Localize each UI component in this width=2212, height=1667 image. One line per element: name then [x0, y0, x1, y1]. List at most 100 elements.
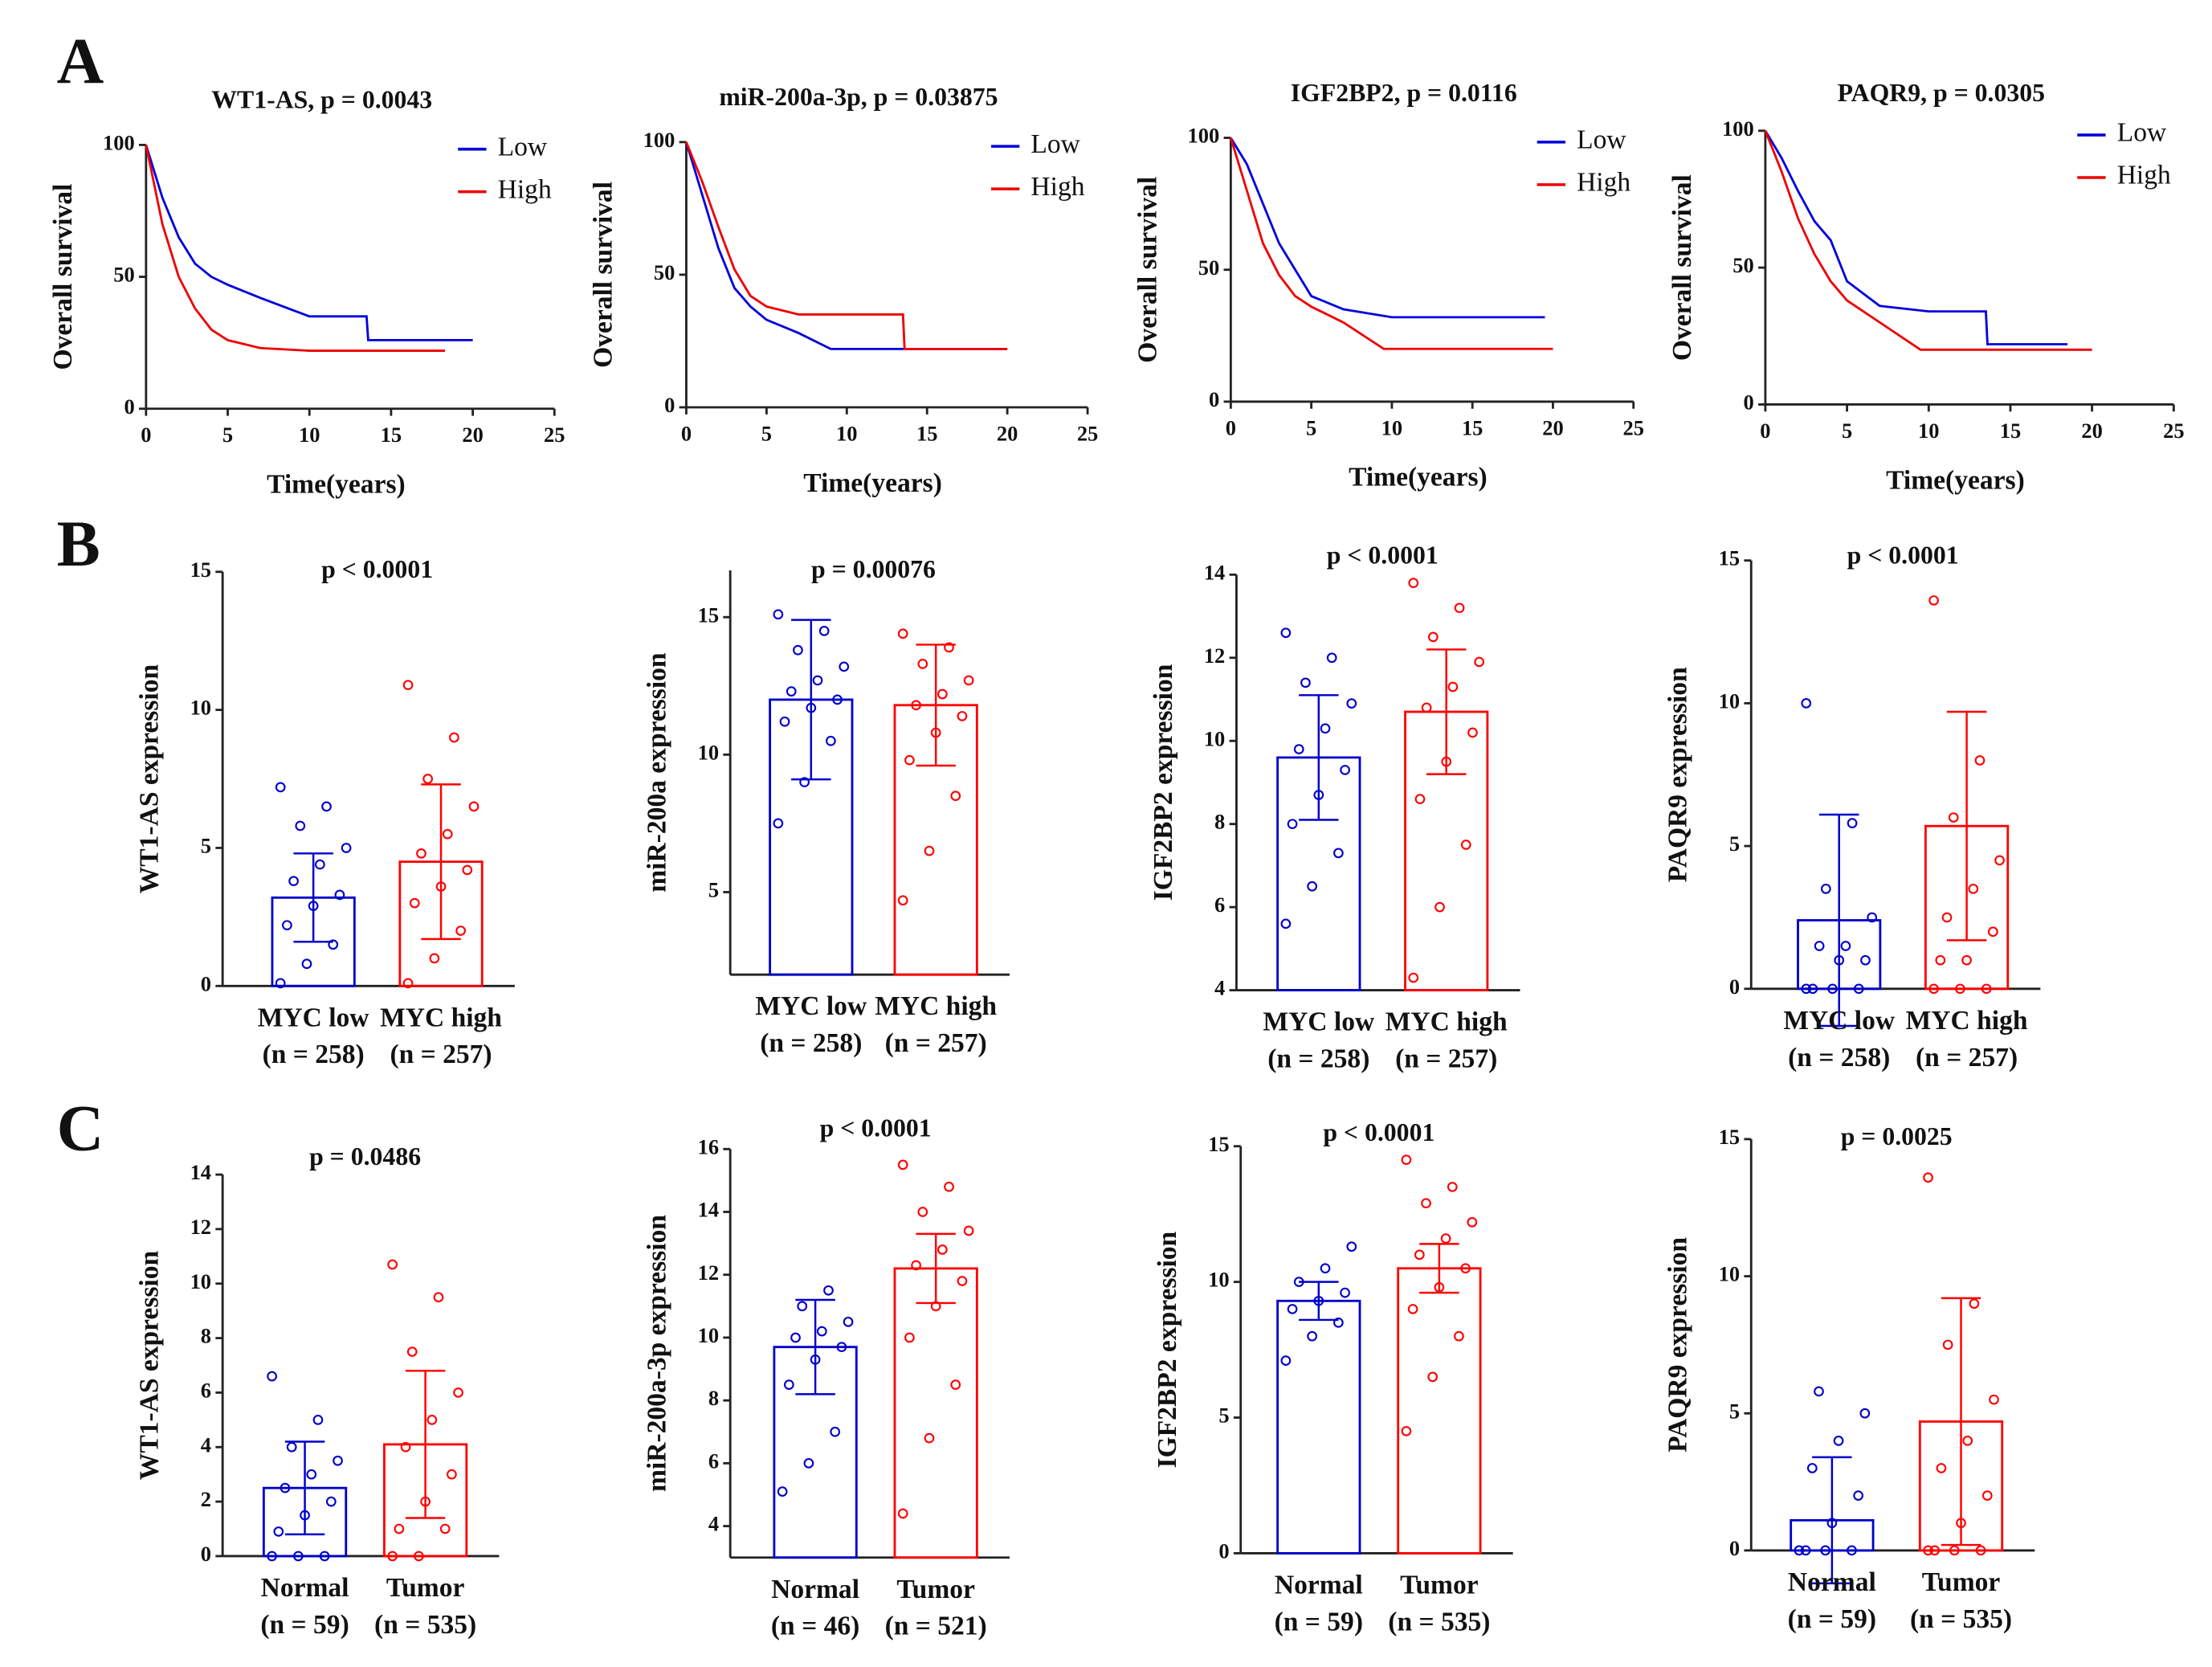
- data-point: [937, 688, 948, 700]
- y-tick-label: 12: [1204, 644, 1225, 668]
- data-point: [1454, 603, 1465, 614]
- data-point: [334, 889, 345, 901]
- data-point: [267, 1371, 277, 1382]
- category-count: (n = 257): [1395, 1044, 1497, 1074]
- data-point: [273, 1526, 284, 1537]
- y-axis-label: Overall survival: [1667, 174, 1697, 361]
- data-point: [1859, 1408, 1871, 1419]
- data-point: [1307, 1330, 1317, 1342]
- x-tick-label: 25: [1077, 421, 1098, 445]
- legend-label: Low: [1577, 125, 1626, 155]
- data-point: [325, 1496, 337, 1507]
- data-point: [1340, 1287, 1350, 1298]
- y-tick-label: 0: [1729, 974, 1740, 999]
- data-point: [799, 777, 810, 787]
- data-point: [1467, 727, 1478, 738]
- x-tick-label: 20: [462, 423, 483, 447]
- y-tick-label: 5: [1729, 831, 1740, 856]
- data-point: [1454, 1330, 1464, 1342]
- panel-label: B: [57, 508, 100, 580]
- data-point: [1935, 954, 1946, 966]
- data-point: [1460, 1263, 1471, 1274]
- data-point: [1941, 912, 1953, 923]
- data-point: [286, 1441, 297, 1452]
- y-tick-label: 15: [1208, 1132, 1229, 1156]
- category-count: (n = 535): [1910, 1604, 2012, 1634]
- data-point: [314, 859, 325, 870]
- x-tick-label: 20: [1542, 415, 1563, 439]
- y-tick-label: 14: [1204, 560, 1225, 584]
- data-point: [843, 1317, 854, 1327]
- data-point: [1293, 744, 1304, 754]
- data-point: [816, 1326, 827, 1337]
- data-point: [280, 1482, 291, 1493]
- data-point: [1968, 884, 1979, 894]
- data-point: [1962, 1436, 1973, 1446]
- data-point: [1955, 983, 1965, 995]
- data-point: [1467, 1216, 1478, 1228]
- y-tick-label: 15: [1719, 1125, 1740, 1149]
- data-point: [1340, 765, 1350, 775]
- x-tick-label: 10: [299, 423, 320, 447]
- x-tick-label: MYC low: [258, 1003, 370, 1032]
- y-tick-label: 14: [190, 1160, 211, 1184]
- y-tick-label: 4: [1214, 976, 1225, 1000]
- y-tick-label: 0: [124, 394, 134, 419]
- data-point: [839, 661, 850, 672]
- y-tick-label: 6: [201, 1379, 211, 1403]
- data-point: [1867, 912, 1878, 923]
- category-count: (n = 59): [1788, 1604, 1876, 1634]
- data-point: [275, 978, 286, 989]
- bar: [1397, 1267, 1482, 1555]
- data-point: [826, 735, 836, 746]
- y-axis-label: Overall survival: [1133, 177, 1162, 363]
- data-point: [1981, 983, 1992, 995]
- data-point: [786, 686, 797, 697]
- data-point: [406, 1346, 418, 1357]
- data-point: [957, 711, 968, 721]
- y-axis-label: miR-200a-3p expression: [643, 1215, 672, 1492]
- data-point: [944, 1181, 954, 1192]
- data-point: [449, 732, 459, 743]
- data-point: [455, 925, 466, 936]
- data-point: [1280, 627, 1292, 639]
- x-tick-label: Tumor: [386, 1573, 465, 1603]
- data-point: [426, 1415, 438, 1425]
- chart-title: p < 0.0001: [1327, 541, 1439, 569]
- data-point: [414, 1551, 424, 1562]
- y-tick-label: 2: [201, 1487, 211, 1511]
- data-point: [1346, 698, 1357, 709]
- data-point: [1800, 1545, 1811, 1556]
- data-point: [1427, 631, 1439, 643]
- legend-label: High: [1577, 168, 1630, 198]
- y-tick-label: 6: [1214, 893, 1225, 917]
- data-point: [1807, 983, 1818, 995]
- x-tick-label: 15: [2000, 419, 2021, 443]
- data-point: [832, 694, 843, 705]
- y-tick-label: 12: [698, 1260, 719, 1285]
- data-point: [1961, 954, 1972, 966]
- data-point: [1814, 1386, 1824, 1397]
- data-point: [1989, 1394, 1999, 1405]
- x-tick-label: Tumor: [1922, 1567, 2001, 1597]
- data-point: [1794, 1545, 1805, 1556]
- data-point: [442, 828, 453, 840]
- category-count: (n = 59): [1275, 1607, 1363, 1636]
- x-tick-label: 10: [1381, 415, 1402, 439]
- x-tick-label: 15: [916, 421, 937, 445]
- data-point: [433, 1292, 444, 1303]
- category-count: (n = 258): [1267, 1044, 1369, 1074]
- data-point: [790, 1332, 801, 1343]
- data-point: [1447, 1182, 1458, 1192]
- y-tick-label: 100: [103, 130, 135, 154]
- data-point: [924, 1432, 935, 1444]
- legend-label: High: [2117, 161, 2171, 190]
- data-point: [312, 1415, 324, 1425]
- y-tick-label: 0: [664, 393, 675, 417]
- data-point: [830, 1426, 841, 1437]
- chart-title: p = 0.0486: [309, 1142, 421, 1171]
- y-tick-label: 15: [1719, 546, 1740, 570]
- y-tick-label: 5: [1729, 1399, 1740, 1423]
- data-point: [897, 1508, 908, 1519]
